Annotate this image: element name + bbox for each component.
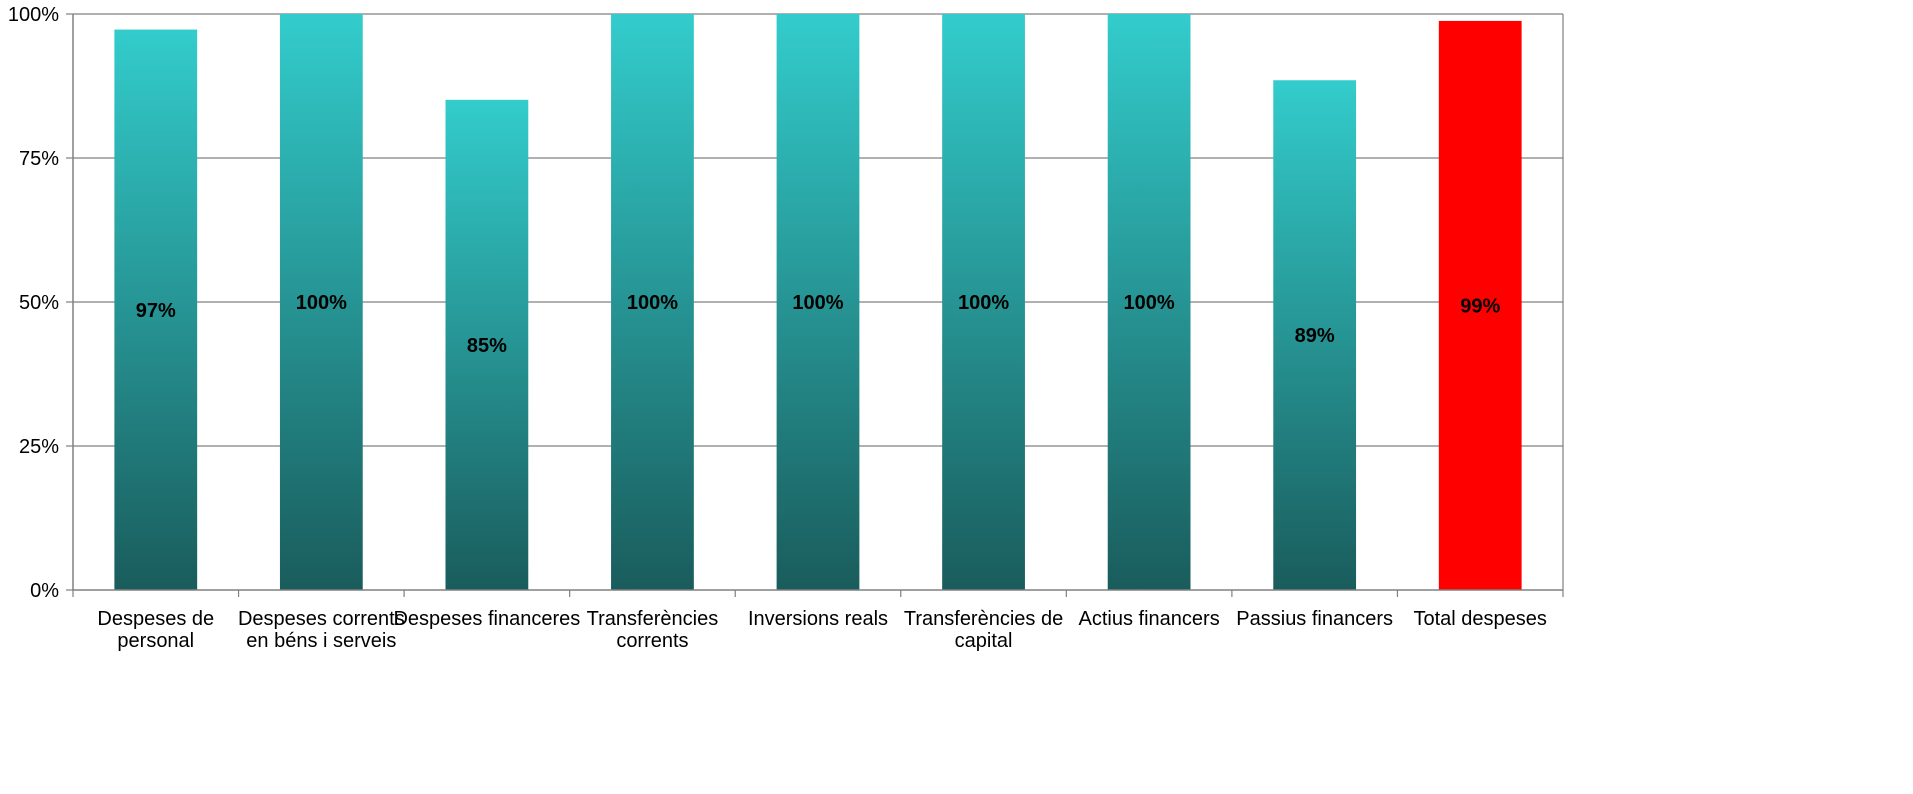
x-tick-label: Despeses financeres [393, 608, 580, 630]
data-label: 100% [627, 292, 678, 314]
data-label: 97% [136, 300, 176, 322]
data-label: 99% [1460, 295, 1500, 317]
x-tick-label: Transferències de capital [904, 608, 1063, 652]
y-tick-label: 25% [19, 436, 59, 458]
bar [1107, 14, 1191, 590]
data-label: 100% [296, 292, 347, 314]
x-tick-label: Actius financers [1079, 608, 1220, 630]
bar [1438, 20, 1522, 591]
bar [114, 29, 198, 590]
bar [445, 99, 529, 590]
data-label: 100% [1124, 292, 1175, 314]
data-label: 100% [958, 292, 1009, 314]
axes [66, 13, 1564, 597]
x-tick-label: Total despeses [1414, 608, 1547, 630]
bar [1273, 80, 1357, 591]
bar [776, 14, 860, 590]
x-tick-label: Passius financers [1236, 608, 1393, 630]
x-tick-label: Despeses corrents en béns i serveis [238, 608, 405, 652]
x-tick-label: Inversions reals [748, 608, 888, 630]
data-label: 100% [792, 292, 843, 314]
data-label: 85% [467, 335, 507, 357]
data-label: 89% [1295, 325, 1335, 347]
y-tick-label: 100% [8, 4, 59, 26]
bar [942, 14, 1025, 590]
y-tick-label: 75% [19, 148, 59, 170]
y-tick-label: 0% [30, 580, 59, 602]
labels: 0% 25% 50% 75% 100% 97% Despeses de personal 100… [8, 4, 1547, 652]
bar [279, 14, 363, 590]
bar [611, 14, 694, 590]
x-tick-label: Transferències corrents [587, 608, 719, 652]
x-tick-label: Despeses de personal [97, 608, 214, 652]
y-tick-label: 50% [19, 292, 59, 314]
bars [114, 14, 1522, 591]
